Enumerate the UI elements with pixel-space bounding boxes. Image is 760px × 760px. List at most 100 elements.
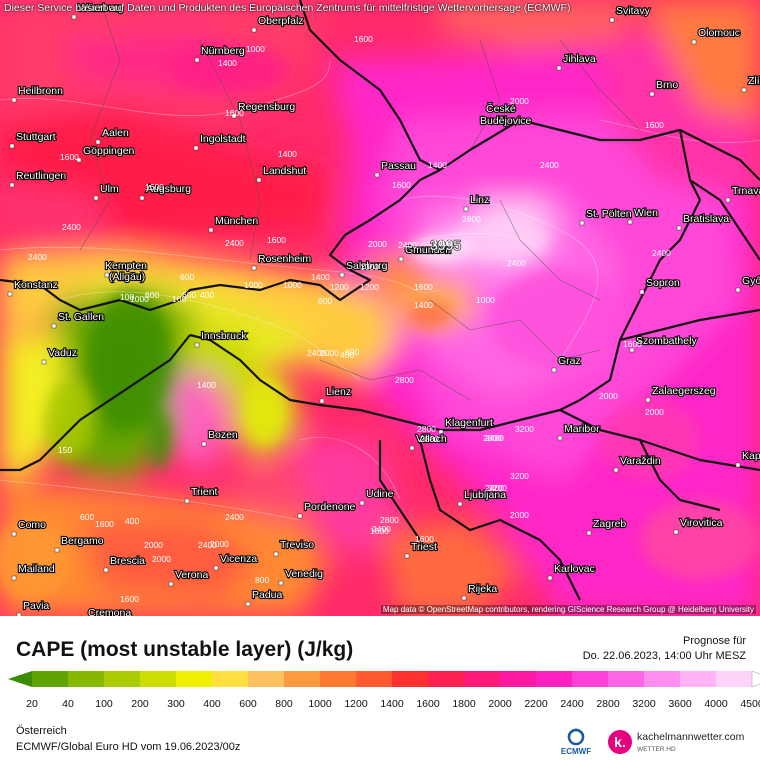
contour-label: 1400 xyxy=(311,272,330,282)
contour-label: 1400 xyxy=(433,238,452,248)
contour-label: 600 xyxy=(80,512,94,522)
city-trnava: Trnava xyxy=(725,184,760,203)
contour-label: 2800 xyxy=(395,375,414,385)
colorbar-segment xyxy=(320,671,357,687)
contour-lines xyxy=(0,59,760,521)
city-bozen: Bozen xyxy=(201,428,239,447)
city-como: Como xyxy=(11,518,47,537)
contour-label: 2000 xyxy=(645,407,664,417)
colorbar-tick-label: 1200 xyxy=(344,698,368,710)
contour-label: 100 xyxy=(172,294,186,304)
city-label: Trient xyxy=(191,486,218,498)
contour-label: 2400 xyxy=(652,248,671,258)
region-label: Österreich xyxy=(16,725,67,737)
city-label: Innsbruck xyxy=(201,330,247,342)
city-label: Brescia xyxy=(110,555,145,567)
colorbar-segment xyxy=(356,671,393,687)
city-konstanz: Konstanz xyxy=(7,278,59,297)
city-label: Reutlingen xyxy=(16,170,66,182)
contour-label: 2400 xyxy=(198,540,217,550)
city-label: Pavia xyxy=(23,600,49,612)
city-label: Bratislava xyxy=(683,213,729,225)
city-label: Kempten (Allgäu) xyxy=(105,260,147,283)
city-label: České Budějovice xyxy=(480,102,532,127)
city-label: Salzburg xyxy=(346,260,388,272)
colorbar-tick-label: 1000 xyxy=(308,698,332,710)
city-label: Gmunden xyxy=(405,244,451,256)
colorbar-segment xyxy=(644,671,681,687)
city-label: Oberpfalz xyxy=(258,15,304,27)
city-virovitica: Virovitica xyxy=(673,516,724,535)
city-rijeka: Rijeka xyxy=(461,582,498,601)
colorbar-segment xyxy=(500,671,537,687)
contour-label: 400 xyxy=(125,516,139,526)
city-label: Trnava xyxy=(732,185,760,197)
city-m-nchen: München xyxy=(208,214,259,233)
city-karlovac: Karlovac xyxy=(547,562,596,581)
contour-label: 1600 xyxy=(60,152,79,162)
forecast-date: Do. 22.06.2023, 14:00 Uhr MESZ xyxy=(582,650,746,662)
city-svitavy: Svitavy xyxy=(609,4,652,23)
colorbar-segment xyxy=(284,671,321,687)
city-label: Szombathely xyxy=(636,335,697,347)
contour-label: 1600 xyxy=(225,108,244,118)
city-ingolstadt: Ingolstadt xyxy=(193,132,247,151)
contour-label: 1600 xyxy=(354,34,373,44)
colorbar-tick-label: 2400 xyxy=(560,698,584,710)
city-heilbronn: Heilbronn xyxy=(11,84,64,103)
cape-detail xyxy=(0,45,760,600)
city-gy-r: Győr xyxy=(735,274,760,293)
colorbar-tick-label: 1600 xyxy=(416,698,440,710)
city-stuttgart: Stuttgart xyxy=(9,130,57,149)
color-scale-bar: 20 40 100 200 300 400 600 800 1000 1200 1400 1600 18… xyxy=(8,671,760,710)
contour-label: 2000 xyxy=(510,510,529,520)
city-lienz: Lienz xyxy=(319,385,352,404)
colorbar-segment xyxy=(140,671,177,687)
city-label: Olomouc xyxy=(698,27,740,39)
city-augsburg: Augsburg xyxy=(139,182,192,201)
colorbar-segment xyxy=(392,671,429,687)
city-vara-din: Varaždin xyxy=(613,454,662,473)
colorbar-tick-label: 1400 xyxy=(380,698,404,710)
city-cremona: Cremona xyxy=(87,606,133,616)
colorbar-tick-label: 200 xyxy=(131,698,149,710)
city-landshut: Landshut xyxy=(256,164,307,183)
colorbar-tick-label: 4500 xyxy=(740,698,760,710)
city-label: Regensburg xyxy=(238,101,295,113)
contour-label: 600 xyxy=(145,290,159,300)
model-run-label: ECMWF/Global Euro HD vom 19.06.2023/00z xyxy=(16,741,241,753)
city-label: Treviso xyxy=(280,539,314,551)
contour-label: 1000 xyxy=(130,294,149,304)
city-label: Venedig xyxy=(285,568,323,580)
contour-label: 1600 xyxy=(145,182,164,192)
city-klagenfurt: Klagenfurt xyxy=(438,416,494,435)
contour-label: 2400 xyxy=(507,258,526,268)
contour-label: 2400 xyxy=(398,240,417,250)
city-label: Stuttgart xyxy=(16,131,56,143)
contour-label: 1000 xyxy=(360,262,379,272)
city-label: Vicenza xyxy=(220,553,257,565)
city-label: Lienz xyxy=(326,386,351,398)
city-label: Linz xyxy=(470,194,489,206)
contour-label: 1000 xyxy=(283,280,302,290)
city-label: Rijeka xyxy=(468,583,497,595)
city-label: Villach xyxy=(416,433,447,445)
city-linz: Linz xyxy=(463,193,490,212)
contour-label: 1200 xyxy=(330,282,349,292)
forecast-label: Prognose für xyxy=(683,635,746,647)
city-label: Würzburg xyxy=(78,2,124,14)
contour-label: 3200 xyxy=(515,424,534,434)
city-label: Vaduz xyxy=(48,347,77,359)
colorbar-tick-label: 3600 xyxy=(668,698,692,710)
city-jihlava: Jihlava xyxy=(556,52,597,71)
colorbar-tick-label: 2200 xyxy=(524,698,548,710)
city-ulm: Ulm xyxy=(93,182,120,201)
colorbar-tick-label: 20 xyxy=(26,698,38,710)
city-w-rzburg: Würzburg xyxy=(71,1,125,20)
contour-label: 2800 xyxy=(420,434,439,444)
contour-label: 3200 xyxy=(488,483,507,493)
svg-text:k.: k. xyxy=(614,734,626,750)
city-kapo: Kapo xyxy=(735,449,760,468)
kachel-logo-sub: WETTER HD xyxy=(637,746,676,753)
city-label: München xyxy=(215,215,258,227)
